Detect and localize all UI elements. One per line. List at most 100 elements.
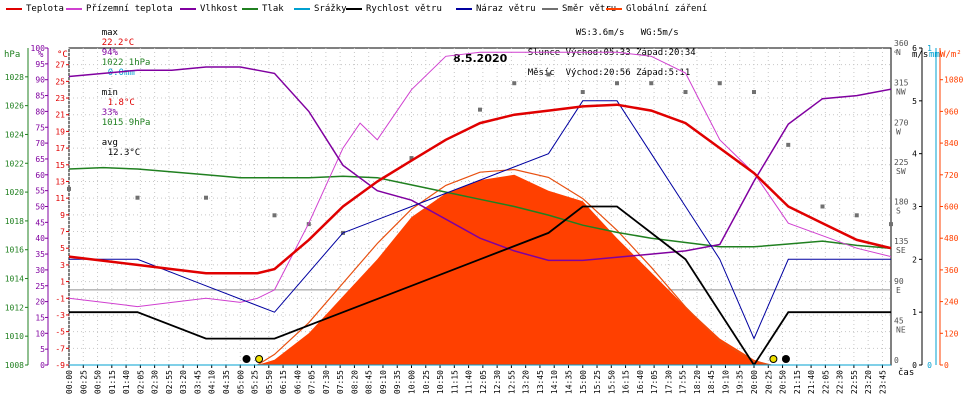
legend-swatch [180,7,196,10]
x-tick-label: 03:45 [193,370,202,394]
legend-item-6: Rychlost větru [346,4,442,14]
dir-tick-label: 0 [894,356,899,365]
x-tick-label: 20:25 [764,370,773,394]
legend-item-7: Náraz větru [456,4,536,14]
x-tick-label: 11:15 [450,370,459,394]
x-tick-label: 22:05 [821,370,830,394]
temperature-tick-label: 27 [55,61,65,70]
x-tick-label: 07:05 [308,370,317,394]
stat-max-hum: 94% [101,48,118,58]
radiation-tick-label: 960 [944,107,959,116]
legend-label: Vlhkost [200,4,238,14]
moon-label: Měsíc [527,68,555,78]
x-tick-label: 11:40 [465,370,474,394]
humidity-line [68,66,892,262]
wind-dir-point [67,186,71,191]
legend-label: Teplota [26,4,64,14]
pressure-tick-label: 1018 [5,217,24,226]
x-tick-label: 13:45 [536,370,545,394]
sun-moon-block: WS:3.6m/s WG:5m/s Slunce Východ:05:33 Zá… [506,18,696,88]
pressure-tick-label: 1012 [5,303,24,312]
temperature-tick-label: 15 [55,161,65,170]
temperature-tick-label: 19 [55,127,65,136]
x-tick-label: 04:35 [222,370,231,394]
temperature-tick-label: 1 [60,278,65,287]
stat-min-hum: 33% [101,108,118,118]
unit-pct: % [38,50,44,60]
temperature-tick-label: 5 [60,244,65,253]
humidity-tick-label: 35 [35,250,45,259]
humidity-tick-label: 75 [35,123,45,132]
dir-tick-label: 315 [894,79,909,88]
legend-label: Globální záření [626,4,708,14]
radiation-tick-label: 120 [944,329,959,338]
x-tick-label: 16:40 [636,370,645,394]
legend-swatch [346,7,362,10]
x-tick-label: 10:25 [422,370,431,394]
x-tick-label: 09:35 [393,370,402,394]
wind-dir-point [615,81,619,86]
stat-min-label: min [101,88,118,98]
legend-swatch [456,7,472,10]
humidity-tick-label: 85 [35,92,45,101]
stat-min-temp: 1.8°C [107,98,135,108]
dir-tick-label: 180 [894,198,909,207]
x-tick-label: 09:10 [379,370,388,394]
wind-dir-point [752,90,756,95]
x-tick-label: 00:00 [65,370,74,394]
x-tick-label: 19:10 [721,370,730,394]
x-tick-label: 02:30 [151,370,160,394]
x-tick-label: 05:00 [236,370,245,394]
dir-cardinal-label: SE [896,246,906,255]
temperature-tick-label: 11 [55,194,65,203]
chart-date: 8.5.2020 [453,52,508,65]
x-tick-label: 22:55 [850,370,859,394]
wind-tick-label: 6 [912,44,917,53]
x-tick-label: 06:40 [293,370,302,394]
x-tick-label: 15:25 [593,370,602,394]
x-tick-label: 00:25 [79,370,88,394]
wind-dir-point [683,90,688,95]
wind-tick-label: 1 [912,308,917,317]
humidity-tick-label: 95 [35,60,45,69]
radiation-tick-label: 840 [944,139,959,148]
temperature-tick-label: -7 [55,344,65,353]
x-tick-label: 08:45 [365,370,374,394]
wind-dir-point [717,81,722,86]
humidity-tick-label: 20 [35,298,45,307]
x-tick-label: 21:40 [807,370,816,394]
temperature-tick-label: 23 [55,94,65,103]
pressure-tick-label: 1010 [5,332,24,341]
dir-tick-label: 90 [894,277,904,286]
humidity-tick-label: 50 [35,203,45,212]
legend-swatch [66,7,82,10]
wind-tick-label: 5 [912,97,917,106]
legend-swatch [242,7,258,10]
unit-mm: mm [929,50,940,60]
x-tick-label: 13:20 [522,370,531,394]
x-tick-label: 12:55 [507,370,516,394]
unit-hpa: hPa [4,50,21,60]
temperature-tick-label: 7 [60,228,65,237]
pressure-tick-label: 1014 [5,275,24,284]
x-tick-label: 23:45 [878,370,887,394]
temperature-tick-label: -3 [55,311,65,320]
legend-label: Směr větru [562,4,617,14]
sunrise-marker [255,355,264,363]
stats-block: max 22.2°C 94% 1022.1hPa 0.0mm min 1.8°C… [80,18,151,168]
x-tick-label: 02:55 [165,370,174,394]
stat-min-press: 1015.9hPa [101,118,151,128]
x-tick-label: 02:05 [136,370,145,394]
x-tick-label: 10:50 [436,370,445,394]
wind-dir-point [512,81,517,86]
humidity-tick-label: 5 [40,345,45,354]
radiation-tick-label: 0 [944,361,949,370]
x-tick-label: 12:30 [493,370,502,394]
rain-tick-label: 1 [927,44,932,53]
legend-label: Rychlost větru [366,4,442,14]
humidity-tick-label: 25 [35,282,45,291]
x-tick-label: 16:15 [622,370,631,394]
pressure-tick-label: 1028 [5,73,24,82]
clear-sky-line [257,168,772,366]
humidity-tick-label: 40 [35,234,45,243]
